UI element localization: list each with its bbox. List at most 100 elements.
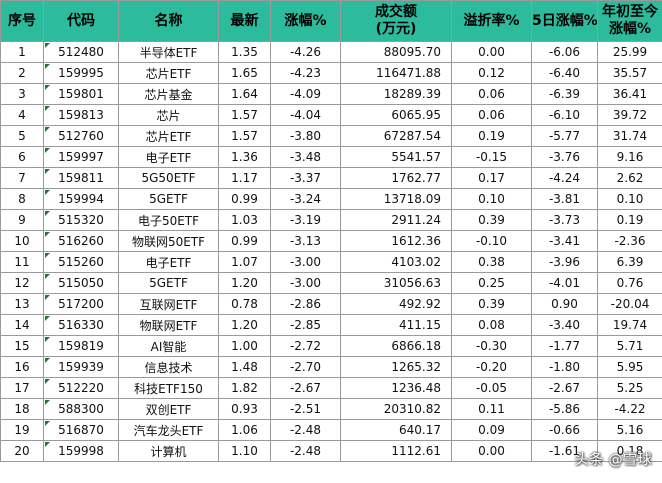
- name-cell: 双创ETF: [118, 398, 219, 420]
- col-header-latest[interactable]: 最新: [218, 0, 271, 42]
- seq-cell: 11: [0, 251, 44, 273]
- ytd-cell: 5.71: [597, 335, 662, 357]
- seq-cell: 6: [0, 146, 44, 168]
- code-cell: 588300: [43, 398, 119, 420]
- volume-cell: 6866.18: [340, 335, 452, 357]
- change-cell: -2.85: [270, 314, 341, 336]
- code-cell: 516870: [43, 419, 119, 441]
- latest-cell: 1.36: [218, 146, 271, 168]
- table-row[interactable]: 17 512220 科技ETF150 1.82 -2.67 1236.48 -0.05 -2.…: [0, 377, 662, 399]
- code-cell: 159939: [43, 356, 119, 378]
- code-cell: 516260: [43, 230, 119, 252]
- ytd-cell: 0.76: [597, 272, 662, 294]
- name-cell: 芯片ETF: [118, 125, 219, 147]
- table-row[interactable]: 7 159811 5G50ETF 1.17 -3.37 1762.77 0.17 -4.24 2…: [0, 167, 662, 189]
- col-header-seq[interactable]: 序号: [0, 0, 44, 42]
- premium-cell: 0.09: [451, 419, 532, 441]
- latest-cell: 1.10: [218, 440, 271, 462]
- col-header-premium[interactable]: 溢折率%: [451, 0, 532, 42]
- seq-cell: 3: [0, 83, 44, 105]
- table-row[interactable]: 10 516260 物联网50ETF 0.99 -3.13 1612.36 -0.10 -3.…: [0, 230, 662, 252]
- code-cell: 512760: [43, 125, 119, 147]
- col-header-volume-line2: (万元): [375, 21, 417, 37]
- table-row[interactable]: 8 159994 5GETF 0.99 -3.24 13718.09 0.10 -3.81 0.…: [0, 188, 662, 210]
- table-row[interactable]: 1 512480 半导体ETF 1.35 -4.26 88095.70 0.00 -6.06 2…: [0, 41, 662, 63]
- table-row[interactable]: 11 515260 电子ETF 1.07 -3.00 4103.02 0.38 -3.96 6.…: [0, 251, 662, 273]
- seq-cell: 18: [0, 398, 44, 420]
- table-row[interactable]: 14 516330 物联网ETF 1.20 -2.85 411.15 0.08 -3.40 19…: [0, 314, 662, 336]
- volume-cell: 4103.02: [340, 251, 452, 273]
- name-cell: 芯片ETF: [118, 62, 219, 84]
- table-row[interactable]: 4 159813 芯片 1.57 -4.04 6065.95 0.06 -6.10 39.72: [0, 104, 662, 126]
- change-cell: -2.48: [270, 440, 341, 462]
- code-cell: 159811: [43, 167, 119, 189]
- seq-cell: 13: [0, 293, 44, 315]
- table-row[interactable]: 9 515320 电子50ETF 1.03 -3.19 2911.24 0.39 -3.73 0…: [0, 209, 662, 231]
- volume-cell: 6065.95: [340, 104, 452, 126]
- latest-cell: 1.57: [218, 125, 271, 147]
- latest-cell: 1.48: [218, 356, 271, 378]
- premium-cell: 0.00: [451, 440, 532, 462]
- code-cell: 515320: [43, 209, 119, 231]
- premium-cell: 0.06: [451, 104, 532, 126]
- code-cell: 159994: [43, 188, 119, 210]
- ytd-cell: 9.16: [597, 146, 662, 168]
- premium-cell: -0.15: [451, 146, 532, 168]
- col-header-name[interactable]: 名称: [118, 0, 219, 42]
- volume-cell: 492.92: [340, 293, 452, 315]
- change5d-cell: -2.67: [531, 377, 598, 399]
- ytd-cell: 5.95: [597, 356, 662, 378]
- change5d-cell: -1.77: [531, 335, 598, 357]
- seq-cell: 1: [0, 41, 44, 63]
- table-row[interactable]: 16 159939 信息技术 1.48 -2.70 1265.32 -0.20 -1.80 5.…: [0, 356, 662, 378]
- seq-cell: 14: [0, 314, 44, 336]
- table-row[interactable]: 2 159995 芯片ETF 1.65 -4.23 116471.88 0.12 -6.40 3…: [0, 62, 662, 84]
- premium-cell: 0.10: [451, 188, 532, 210]
- name-cell: 信息技术: [118, 356, 219, 378]
- premium-cell: -0.05: [451, 377, 532, 399]
- col-header-ytd[interactable]: 年初至今 涨幅%: [597, 0, 662, 42]
- change5d-cell: -6.40: [531, 62, 598, 84]
- table-row[interactable]: 3 159801 芯片基金 1.64 -4.09 18289.39 0.06 -6.39 36.…: [0, 83, 662, 105]
- change5d-cell: -3.81: [531, 188, 598, 210]
- change-cell: -3.00: [270, 272, 341, 294]
- change-cell: -2.86: [270, 293, 341, 315]
- premium-cell: 0.19: [451, 125, 532, 147]
- table-row[interactable]: 18 588300 双创ETF 0.93 -2.51 20310.82 0.11 -5.86-…: [0, 398, 662, 420]
- ytd-cell: -2.36: [597, 230, 662, 252]
- premium-cell: 0.00: [451, 41, 532, 63]
- col-header-change5d[interactable]: 5日涨幅%: [531, 0, 598, 42]
- change5d-cell: -4.01: [531, 272, 598, 294]
- col-header-code[interactable]: 代码: [43, 0, 119, 42]
- table-row[interactable]: 13 517200 互联网ETF 0.78 -2.86 492.92 0.39 0.90 -20…: [0, 293, 662, 315]
- seq-cell: 2: [0, 62, 44, 84]
- volume-cell: 1236.48: [340, 377, 452, 399]
- premium-cell: 0.12: [451, 62, 532, 84]
- ytd-cell: 5.25: [597, 377, 662, 399]
- latest-cell: 1.20: [218, 272, 271, 294]
- change-cell: -4.09: [270, 83, 341, 105]
- code-cell: 516330: [43, 314, 119, 336]
- table-row[interactable]: 6 159997 电子ETF 1.36 -3.48 5541.57 -0.15 -3.76 9.…: [0, 146, 662, 168]
- table-row[interactable]: 5 512760 芯片ETF 1.57 -3.80 67287.54 0.19 -5.77 31…: [0, 125, 662, 147]
- col-header-ytd-line2: 涨幅%: [608, 21, 652, 37]
- change5d-cell: -3.40: [531, 314, 598, 336]
- table-row[interactable]: 19 516870 汽车龙头ETF 1.06 -2.48 640.17 0.09 -0.66 5…: [0, 419, 662, 441]
- name-cell: 5GETF: [118, 272, 219, 294]
- ytd-cell: 35.57: [597, 62, 662, 84]
- watermark-text: 头条 @雪球: [574, 452, 652, 468]
- name-cell: 汽车龙头ETF: [118, 419, 219, 441]
- name-cell: 电子ETF: [118, 251, 219, 273]
- table-row[interactable]: 15 159819 AI智能 1.00 -2.72 6866.18 -0.30 -1.77 5.…: [0, 335, 662, 357]
- volume-cell: 13718.09: [340, 188, 452, 210]
- table-row[interactable]: 20 159998 计算机 1.10 -2.48 1112.61 0.00 -1.61 0.18: [0, 440, 662, 462]
- code-cell: 159819: [43, 335, 119, 357]
- change5d-cell: -1.80: [531, 356, 598, 378]
- volume-cell: 18289.39: [340, 83, 452, 105]
- table-row[interactable]: 12 515050 5GETF 1.20 -3.00 31056.63 0.25 -4.01 0…: [0, 272, 662, 294]
- name-cell: 电子50ETF: [118, 209, 219, 231]
- header-row: 序号 代码 名称 最新 涨幅% 成交额 (万元) 溢折率% 5日涨幅% 年初至今…: [0, 0, 662, 42]
- col-header-change[interactable]: 涨幅%: [270, 0, 341, 42]
- col-header-volume[interactable]: 成交额 (万元): [340, 0, 452, 42]
- latest-cell: 1.07: [218, 251, 271, 273]
